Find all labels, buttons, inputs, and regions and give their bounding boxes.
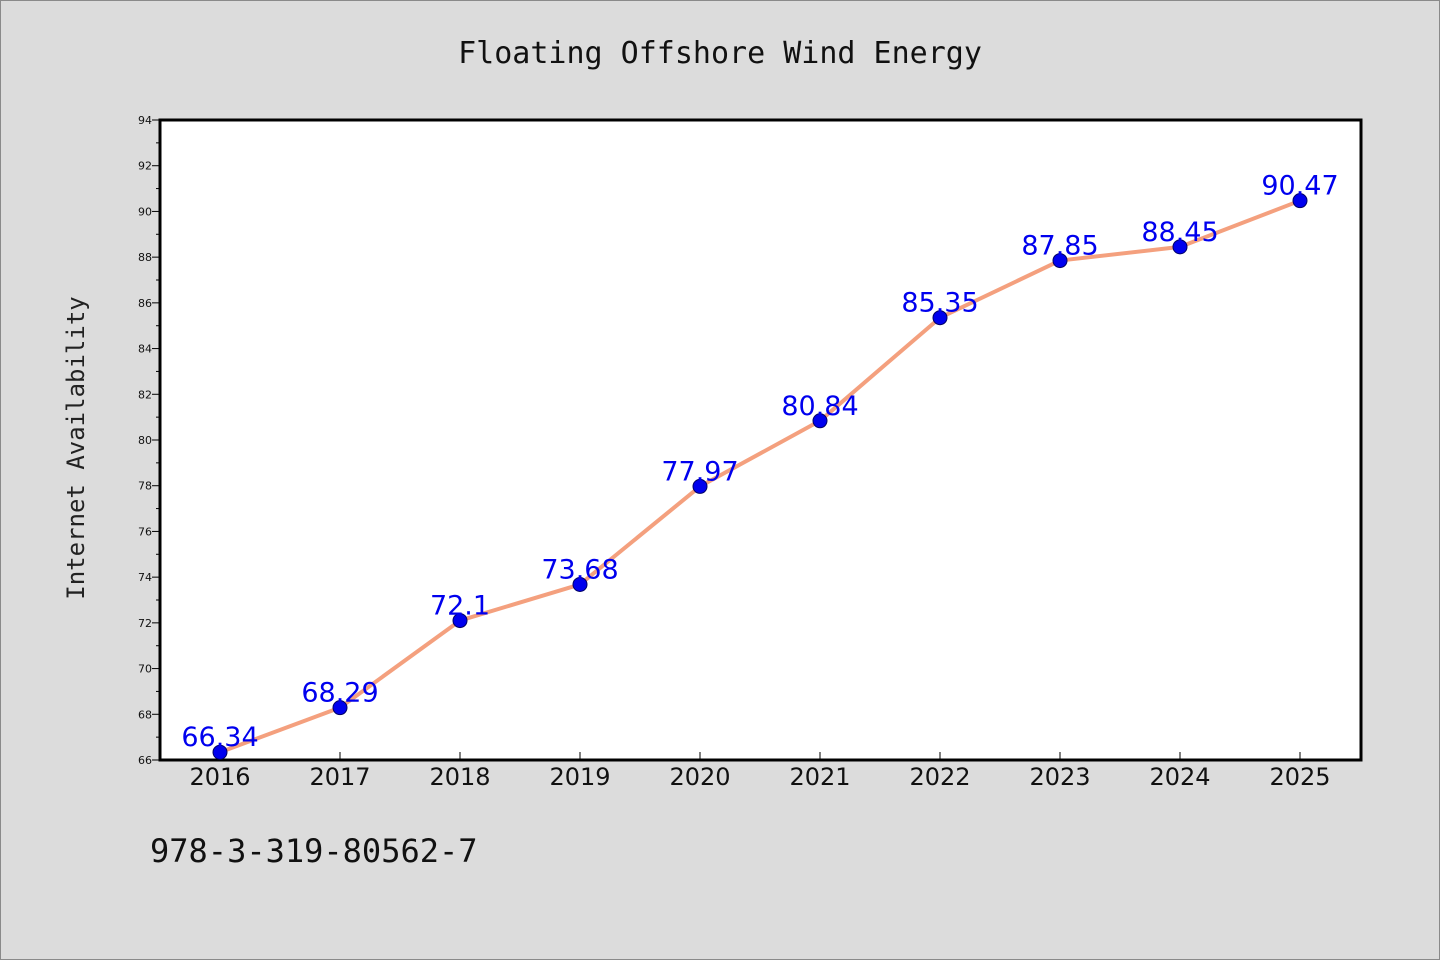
y-tick-label: 94	[138, 114, 152, 127]
series-line	[218, 198, 1302, 755]
y-tick-label: 84	[138, 343, 152, 356]
data-point	[332, 700, 348, 716]
x-tick-label: 2018	[429, 763, 490, 791]
data-label: 72.1	[430, 591, 490, 622]
data-label: 88.45	[1141, 217, 1218, 248]
y-tick-label: 72	[138, 617, 152, 630]
y-tick-label: 82	[138, 388, 152, 401]
y-tick-label: 70	[138, 663, 152, 676]
data-point	[812, 413, 828, 429]
x-tick-label: 2016	[189, 763, 250, 791]
x-tick-label: 2017	[309, 763, 370, 791]
y-tick-label: 66	[138, 754, 152, 767]
data-point	[212, 744, 228, 760]
y-tick-label: 68	[138, 708, 152, 721]
data-point	[452, 613, 468, 629]
chart-title: Floating Offshore Wind Energy	[458, 36, 982, 71]
data-label: 66.34	[181, 722, 258, 753]
x-axis: 2016 2017 2018 2019 2020 2021 2022 2023 2024 2025	[189, 752, 1331, 791]
y-axis: 66 68 70 72 74 76 78 80 82 84 86 88 90 92 94	[138, 114, 160, 767]
x-tick-label: 2025	[1269, 763, 1330, 791]
series-group	[212, 193, 1308, 760]
plot-area	[158, 118, 1363, 762]
data-label: 90.47	[1261, 171, 1338, 202]
y-tick-label: 88	[138, 251, 152, 264]
data-point	[572, 576, 588, 592]
x-tick-label: 2019	[549, 763, 610, 791]
data-point	[932, 310, 948, 326]
data-label: 73.68	[541, 554, 618, 585]
data-point	[692, 478, 708, 494]
data-point	[1052, 253, 1068, 269]
data-label: 87.85	[1021, 231, 1098, 262]
y-tick-label: 74	[138, 571, 152, 584]
data-label: 77.97	[661, 456, 738, 487]
x-tick-label: 2024	[1149, 763, 1210, 791]
data-labels-group: 66.34 68.29 72.1 73.68 77.97 80.84 85.35 87.85 8…	[181, 171, 1338, 754]
x-tick-label: 2020	[669, 763, 730, 791]
y-axis-label: Internet Availability	[62, 296, 90, 599]
y-tick-label: 80	[138, 434, 152, 447]
y-tick-label: 90	[138, 205, 152, 218]
y-tick-label: 92	[138, 160, 152, 173]
x-tick-label: 2021	[789, 763, 850, 791]
data-label: 85.35	[901, 288, 978, 319]
data-label: 68.29	[301, 678, 378, 709]
y-tick-label: 78	[138, 480, 152, 493]
y-tick-label: 76	[138, 525, 152, 538]
data-point	[1292, 193, 1308, 209]
x-tick-label: 2023	[1029, 763, 1090, 791]
footnote-isbn: 978-3-319-80562-7	[150, 832, 478, 870]
data-label: 80.84	[781, 391, 858, 422]
data-point	[1172, 239, 1188, 255]
x-tick-label: 2022	[909, 763, 970, 791]
y-tick-label: 86	[138, 297, 152, 310]
